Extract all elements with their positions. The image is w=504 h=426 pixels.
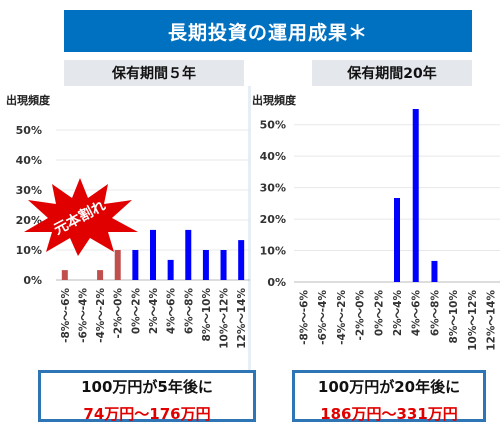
result-5y-line2: 74万円～176万円 xyxy=(83,405,211,423)
x-tick-label: -4%～-2% xyxy=(336,290,348,345)
x-tick-label: 12%～14% xyxy=(486,290,498,351)
x-tick-label: -8%～-6% xyxy=(298,290,310,345)
x-tick-label: -2%～0% xyxy=(113,288,125,339)
x-tick-label: 4%～6% xyxy=(411,290,423,337)
x-tick-label: 4%～6% xyxy=(166,288,178,335)
chart-20y: 0% 10% 20% 30% 40% 50% -8%～-6% -6%～-4% -4%～-2% -2… xyxy=(260,109,500,351)
result-20y-line2: 186万円～331万円 xyxy=(320,405,458,423)
bar xyxy=(238,240,245,280)
x-tick-label: 10%～12% xyxy=(467,290,479,351)
y-tick-label: 0% xyxy=(23,274,42,287)
y-tick-label: 30% xyxy=(16,184,42,197)
bar xyxy=(132,250,139,280)
chart-20y-ylabel: 出現頻度 xyxy=(252,94,296,107)
bar xyxy=(61,270,68,280)
x-tick-label: 0%～2% xyxy=(373,290,385,337)
burst-shape xyxy=(24,178,138,256)
bar xyxy=(97,270,104,280)
result-20y-box: 100万円が20年後に 186万円～331万円 xyxy=(292,370,486,423)
result-5y-line1: 100万円が5年後に xyxy=(81,378,213,396)
x-tick-label: -2%～0% xyxy=(355,290,367,341)
x-tick-label: 6%～8% xyxy=(429,290,441,337)
bar xyxy=(412,109,419,282)
y-tick-label: 40% xyxy=(260,150,286,163)
y-tick-label: 10% xyxy=(16,244,42,257)
chart-5y-subtitle: 保有期間５年 xyxy=(64,60,244,86)
result-5y-box: 100万円が5年後に 74万円～176万円 xyxy=(38,370,256,423)
chart-20y-subtitle: 保有期間20年 xyxy=(312,60,472,86)
bar xyxy=(167,259,174,280)
bar xyxy=(394,198,400,282)
bar xyxy=(220,250,227,280)
bar xyxy=(202,250,209,280)
y-tick-label: 50% xyxy=(260,119,286,132)
y-tick-label: 20% xyxy=(16,214,42,227)
chart-5y-ylabel: 出現頻度 xyxy=(6,94,50,107)
x-tick-label: 8%～10% xyxy=(448,290,460,344)
bar xyxy=(431,260,438,282)
result-20y-line1: 100万円が20年後に xyxy=(317,378,461,396)
page-title: 長期投資の運用成果＊ xyxy=(64,10,472,52)
y-tick-label: 30% xyxy=(260,182,286,195)
x-tick-label: 6%～8% xyxy=(183,288,195,335)
x-tick-label: -8%～-6% xyxy=(60,288,72,343)
principal-loss-burst: 元本割れ xyxy=(24,178,138,256)
x-tick-label: 2%～4% xyxy=(148,288,160,335)
chart-5y: 0% 10% 20% 30% 40% 50% -8%～-6% -6%～-4% -4%～-2% -2… xyxy=(16,124,250,349)
x-tick-label: -6%～-4% xyxy=(317,290,329,345)
x-tick-label: 8%～10% xyxy=(201,288,213,342)
x-tick-label: 10%～12% xyxy=(219,288,231,349)
x-tick-label: 2%～4% xyxy=(392,290,404,337)
y-tick-label: 0% xyxy=(267,276,286,289)
y-tick-label: 40% xyxy=(16,154,42,167)
bar xyxy=(185,229,192,280)
y-tick-label: 50% xyxy=(16,124,42,137)
bar xyxy=(150,229,156,280)
y-tick-label: 10% xyxy=(260,245,286,258)
x-tick-label: 12%～14% xyxy=(236,288,248,349)
x-tick-label: -4%～-2% xyxy=(95,288,107,343)
x-tick-label: 0%～2% xyxy=(130,288,142,335)
y-tick-label: 20% xyxy=(260,213,286,226)
divider xyxy=(248,86,251,376)
x-tick-label: -6%～-4% xyxy=(77,288,89,343)
bar xyxy=(114,250,121,280)
